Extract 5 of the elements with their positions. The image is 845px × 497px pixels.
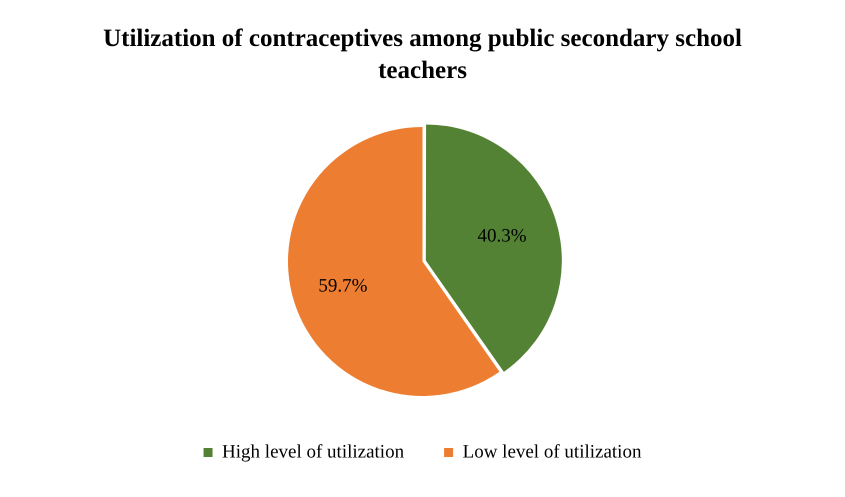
data-label: 40.3%	[478, 225, 527, 246]
legend-label: Low level of utilization	[462, 441, 642, 462]
chart-title: Utilization of contraceptives among public secondary school teachers	[102, 24, 743, 86]
data-label: 59.7%	[318, 276, 368, 297]
legend-label: High level of utilization	[222, 441, 405, 462]
